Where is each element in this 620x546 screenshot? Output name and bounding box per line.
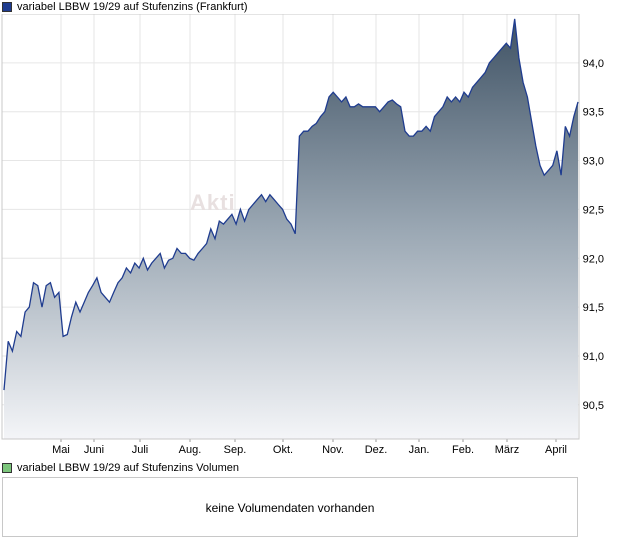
volume-empty-message: keine Volumendaten vorhanden xyxy=(205,501,375,515)
plot-frame-border xyxy=(1,14,580,440)
volume-legend: variabel LBBW 19/29 auf Stufenzins Volum… xyxy=(2,461,239,475)
watermark: Akti xyxy=(190,190,236,215)
price-area xyxy=(4,18,578,440)
price-legend-swatch xyxy=(2,2,12,12)
price-legend: variabel LBBW 19/29 auf Stufenzins (Fran… xyxy=(2,0,248,14)
volume-panel: keine Volumendaten vorhanden xyxy=(2,477,578,537)
y-tick-label: 92,5 xyxy=(583,204,604,216)
y-tick-label: 91,5 xyxy=(583,302,604,314)
y-tick-label: 92,0 xyxy=(583,253,604,265)
x-tick-label: Okt. xyxy=(273,444,293,456)
x-tick-label: Nov. xyxy=(322,444,344,456)
x-tick-label: Juli xyxy=(132,444,149,456)
x-tick-label: März xyxy=(495,444,519,456)
price-line xyxy=(3,18,579,391)
x-tick-label: Dez. xyxy=(365,444,388,456)
x-tick-label: Feb. xyxy=(452,444,474,456)
x-tick-label: Jan. xyxy=(409,444,430,456)
price-chart: 90,5 91,0 91,5 92,0 92,5 93,0 93,5 94,0 Mai Juni J… xyxy=(1,14,604,456)
y-tick-label: 91,0 xyxy=(583,351,604,363)
volume-legend-label: variabel LBBW 19/29 auf Stufenzins Volum… xyxy=(17,462,239,474)
y-tick-label: 93,5 xyxy=(583,107,604,119)
x-tick-label: Aug. xyxy=(179,444,202,456)
x-tick-label: April xyxy=(545,444,567,456)
x-tick-label: Mai xyxy=(52,444,70,456)
y-tick-label: 94,0 xyxy=(583,58,604,70)
x-tick-label: Sep. xyxy=(224,444,247,456)
x-tick-label: Juni xyxy=(84,444,104,456)
volume-legend-swatch xyxy=(2,463,12,473)
price-legend-label: variabel LBBW 19/29 auf Stufenzins (Fran… xyxy=(17,1,248,13)
y-tick-label: 90,5 xyxy=(583,400,604,412)
y-tick-label: 93,0 xyxy=(583,156,604,168)
